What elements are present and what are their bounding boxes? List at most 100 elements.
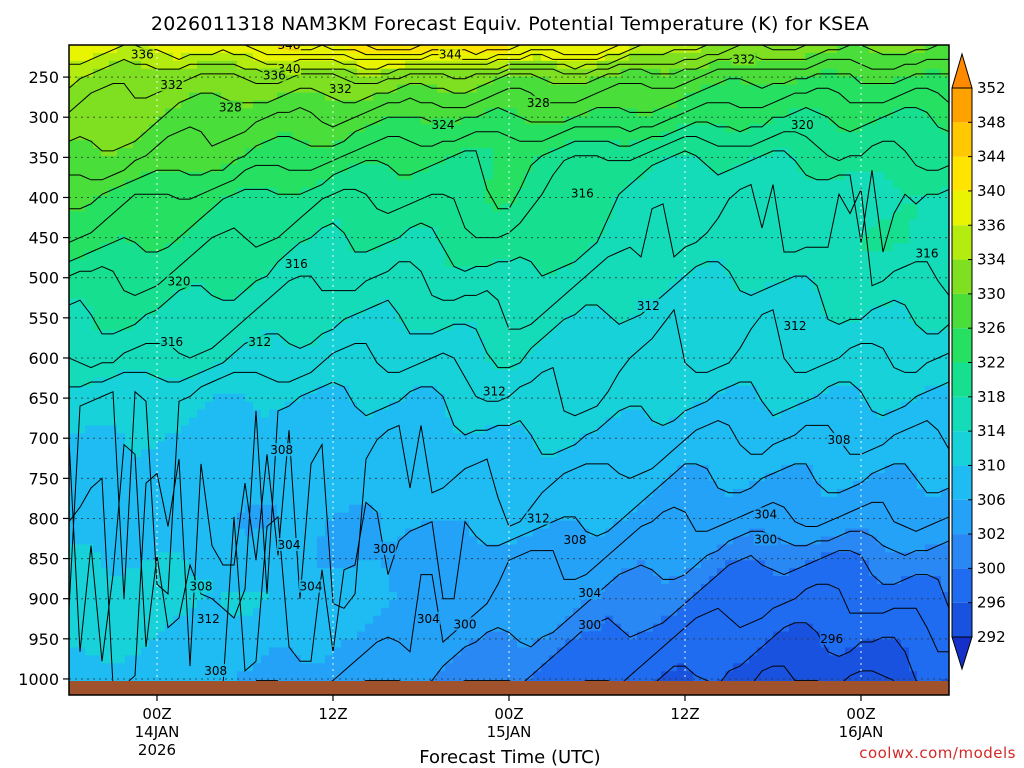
fill-cell [373,100,382,110]
fill-cell [485,227,494,236]
fill-cell [117,243,126,252]
fill-cell [725,243,734,252]
fill-cell [189,227,198,236]
fill-cell [901,211,910,220]
fill-cell [157,92,166,102]
fill-cell [725,116,734,125]
fill-cell [621,140,630,149]
fill-cell [909,45,918,54]
fill-cell [453,227,462,236]
fill-cell [77,100,86,110]
fill-cell [181,266,190,276]
fill-cell [533,211,542,220]
fill-cell [381,243,390,252]
fill-cell [845,179,854,189]
fill-cell [605,124,614,133]
fill-cell [389,100,398,110]
fill-cell [661,76,670,86]
fill-cell [661,45,670,54]
fill-cell [669,377,678,387]
fill-cell [157,52,166,62]
fill-cell [805,163,814,173]
fill-cell [653,163,662,173]
fill-cell [77,219,86,228]
fill-cell [117,219,126,228]
fill-cell [941,330,949,339]
fill-cell [757,60,766,70]
fill-cell [853,203,862,213]
fill-cell [205,108,214,117]
fill-cell [229,393,238,403]
fill-cell [733,385,742,395]
fill-cell [237,338,246,347]
fill-cell [117,76,126,86]
fill-cell [877,45,886,54]
fill-cell [205,219,214,228]
fill-cell [197,195,206,205]
fill-cell [629,377,638,387]
fill-cell [765,385,774,395]
fill-cell [213,60,222,70]
fill-cell [589,227,598,236]
fill-cell [469,100,478,110]
fill-cell [333,314,342,324]
fill-cell [453,362,462,371]
fill-cell [429,306,438,316]
fill-cell [621,116,630,125]
fill-cell [517,155,526,165]
fill-cell [581,116,590,125]
fill-cell [701,187,710,197]
fill-cell [893,330,902,339]
fill-cell [573,259,582,268]
fill-cell [493,84,502,94]
fill-cell [781,385,790,395]
fill-cell [333,219,342,228]
fill-cell [861,290,870,300]
fill-cell [269,370,278,379]
fill-cell [917,330,926,339]
fill-cell [605,306,614,316]
fill-cell [677,203,686,213]
fill-cell [429,346,438,355]
fill-cell [821,140,830,149]
fill-cell [773,76,782,86]
fill-cell [877,84,886,94]
fill-cell [909,362,918,371]
fill-cell [797,45,806,54]
fill-cell [901,251,910,260]
fill-cell [189,219,198,228]
fill-cell [261,195,270,205]
fill-cell [253,314,262,324]
fill-cell [125,92,134,102]
fill-cell [861,203,870,213]
fill-cell [733,211,742,220]
fill-cell [581,330,590,339]
fill-cell [93,235,102,244]
fill-cell [613,322,622,331]
fill-cell [373,187,382,197]
fill-cell [933,108,942,117]
fill-cell [509,346,518,355]
fill-cell [661,393,670,403]
fill-cell [869,243,878,252]
fill-cell [581,148,590,157]
fill-cell [157,330,166,339]
fill-cell [101,60,110,70]
fill-cell [805,179,814,189]
fill-cell [693,124,702,133]
fill-cell [301,155,310,165]
fill-cell [285,195,294,205]
fill-cell [429,227,438,236]
fill-cell [781,282,790,292]
fill-cell [453,322,462,331]
fill-cell [429,52,438,62]
fill-cell [301,282,310,292]
fill-cell [213,306,222,316]
fill-cell [357,401,366,411]
fill-cell [917,346,926,355]
fill-cell [829,155,838,165]
fill-cell [133,140,142,149]
fill-cell [597,235,606,244]
fill-cell [429,235,438,244]
fill-cell [829,290,838,300]
